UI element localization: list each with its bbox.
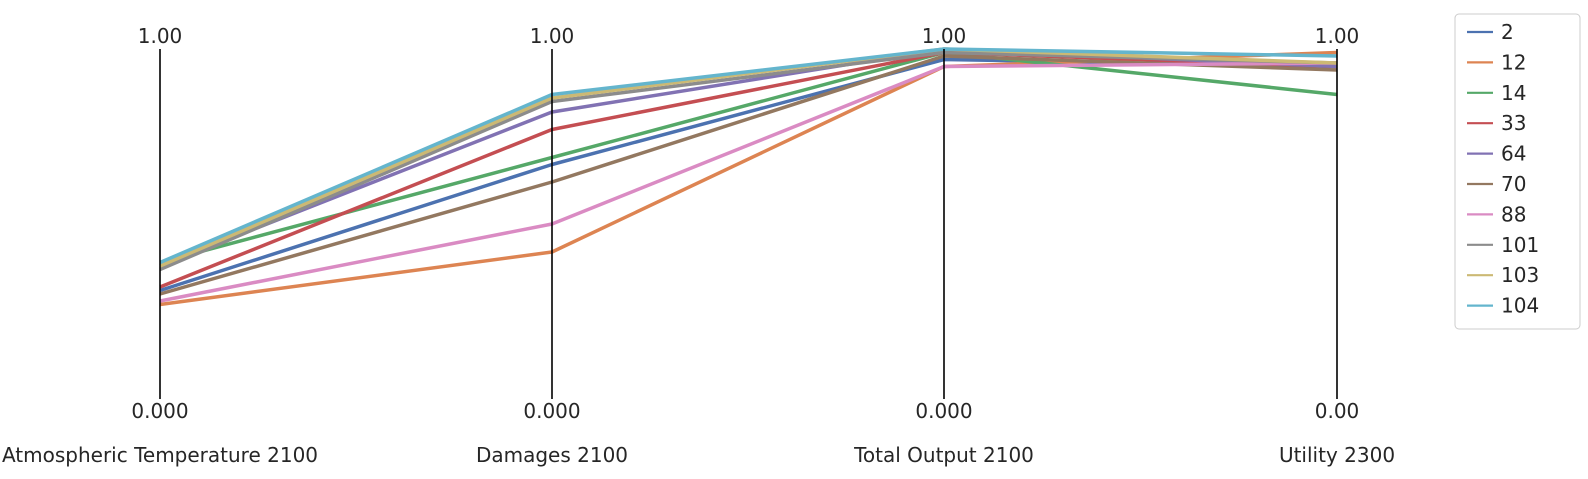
series-line-101 [159, 50, 1338, 272]
axis-title-2: Total Output 2100 [853, 443, 1034, 467]
legend-label-103: 103 [1501, 263, 1539, 287]
legend-label-12: 12 [1501, 50, 1526, 74]
legend-label-64: 64 [1501, 142, 1526, 166]
series-line-33 [159, 50, 1338, 289]
axis-min-label-2: 0.000 [915, 399, 972, 423]
axis-max-label-0: 1.00 [138, 24, 183, 48]
axis-max-label-3: 1.00 [1315, 24, 1360, 48]
legend-label-104: 104 [1501, 294, 1539, 318]
axis-title-0: Atmospheric Temperature 2100 [2, 443, 318, 467]
axis-min-label-1: 0.000 [523, 399, 580, 423]
axis-title-1: Damages 2100 [476, 443, 628, 467]
axis-min-label-0: 0.000 [131, 399, 188, 423]
axis-min-label-3: 0.00 [1315, 399, 1360, 423]
legend-label-2: 2 [1501, 20, 1514, 44]
legend-label-70: 70 [1501, 172, 1526, 196]
series-line-88 [159, 61, 1338, 303]
legend: 2 12 14 33 64 70 88 101 103 104 [1454, 13, 1581, 330]
axis-title-3: Utility 2300 [1279, 443, 1395, 467]
legend-label-33: 33 [1501, 111, 1526, 135]
series-line-2 [159, 57, 1338, 293]
axis-max-label-1: 1.00 [530, 24, 575, 48]
series-line-104 [159, 47, 1338, 265]
legend-label-101: 101 [1501, 233, 1539, 257]
axis-max-label-2: 1.00 [922, 24, 967, 48]
axes: 1.00 0.000 Atmospheric Temperature 2100 1.0… [2, 24, 1395, 467]
legend-label-88: 88 [1501, 202, 1526, 226]
series-lines [159, 47, 1338, 307]
legend-label-14: 14 [1501, 81, 1526, 105]
